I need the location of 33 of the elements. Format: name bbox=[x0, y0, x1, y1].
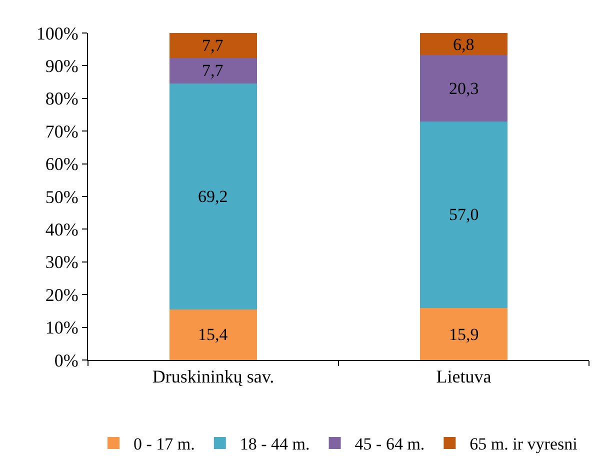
data-label: 7,7 bbox=[202, 61, 224, 80]
y-tick-label: 60% bbox=[45, 154, 78, 174]
x-tick-label: Druskininkų sav. bbox=[152, 366, 274, 387]
y-tick-label: 30% bbox=[45, 252, 78, 272]
y-tick-label: 0% bbox=[54, 350, 78, 370]
data-label: 15,9 bbox=[449, 325, 479, 344]
bar bbox=[169, 310, 258, 360]
legend-label: 65 m. ir vyresni bbox=[470, 434, 578, 454]
y-tick-label: 70% bbox=[45, 121, 78, 142]
data-label: 15,4 bbox=[198, 325, 228, 344]
y-tick-label: 80% bbox=[45, 88, 78, 109]
y-tick-label: 40% bbox=[45, 220, 78, 240]
x-tick-label: Lietuva bbox=[436, 366, 492, 387]
legend-label: 45 - 64 m. bbox=[354, 434, 425, 454]
bar bbox=[420, 308, 508, 360]
y-tick-label: 90% bbox=[45, 56, 78, 76]
bar bbox=[169, 58, 258, 84]
bar bbox=[420, 122, 508, 308]
bar bbox=[420, 33, 508, 56]
legend-label: 0 - 17 m. bbox=[134, 434, 195, 454]
bar bbox=[420, 55, 508, 122]
data-label: 57,0 bbox=[449, 205, 479, 224]
data-label: 69,2 bbox=[198, 187, 228, 206]
data-label: 7,7 bbox=[202, 36, 224, 55]
bar bbox=[169, 83, 258, 310]
bar bbox=[169, 33, 258, 58]
y-tick-label: 50% bbox=[45, 186, 78, 207]
y-tick-label: 10% bbox=[45, 318, 78, 338]
y-tick-label: 100% bbox=[36, 23, 78, 44]
data-label: 20,3 bbox=[449, 79, 479, 98]
data-label: 6,8 bbox=[453, 35, 474, 54]
legend-label: 18 - 44 m. bbox=[240, 434, 310, 454]
y-tick-label: 20% bbox=[45, 284, 78, 305]
